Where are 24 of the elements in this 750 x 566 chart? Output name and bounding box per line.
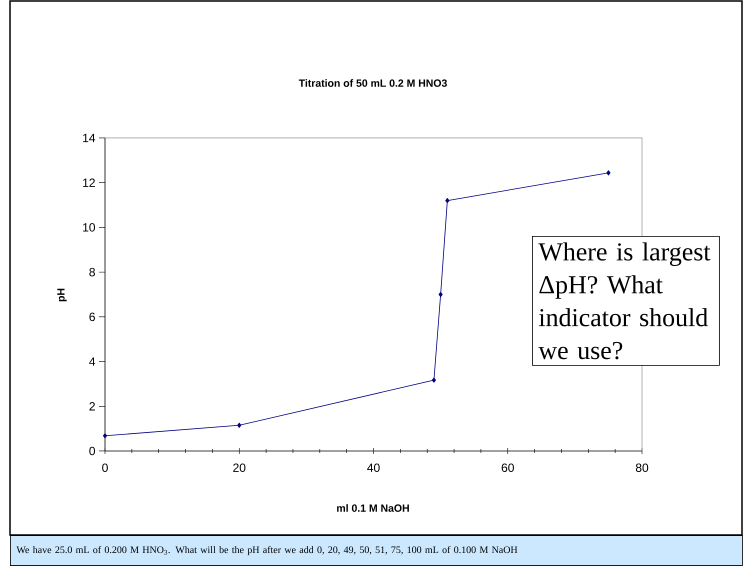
y-tick-label: 0 xyxy=(89,446,96,456)
y-tick-label: 12 xyxy=(83,178,95,187)
x-tick-label: 0 xyxy=(102,464,108,472)
point xyxy=(438,292,443,298)
y-tick-label: 6 xyxy=(89,312,95,322)
x-tick-label: 80 xyxy=(636,464,648,472)
x-tick-label: 20 xyxy=(233,464,246,472)
chart-title: Titration of 50 mL 0.2 M HNO3 xyxy=(298,79,447,87)
point xyxy=(102,433,108,438)
point xyxy=(606,170,610,176)
y-tick-label: 14 xyxy=(83,134,96,142)
y-axis-title: pH xyxy=(57,288,67,302)
y-tick-label: 2 xyxy=(89,402,95,410)
point xyxy=(445,198,450,204)
x-tick-label: 40 xyxy=(367,464,380,472)
y-tick-label: 10 xyxy=(83,223,96,232)
x-tick-label: 60 xyxy=(502,464,514,472)
x-axis-title: ml 0.1 M NaOH xyxy=(337,504,409,512)
y-tick-label: 8 xyxy=(89,268,95,276)
point xyxy=(237,422,242,428)
point xyxy=(432,378,436,383)
y-tick-label: 4 xyxy=(89,357,96,366)
text: We have 25.0 mL of 0.200 M HNO$_{3}$. What will be the pH after we add 0, 20, 49, 50, 51, 75, 100 mL of 0.100 M NaOH xyxy=(16,546,518,556)
annotation: Where is largest ΔpH? What indicator should we use? xyxy=(538,242,710,360)
